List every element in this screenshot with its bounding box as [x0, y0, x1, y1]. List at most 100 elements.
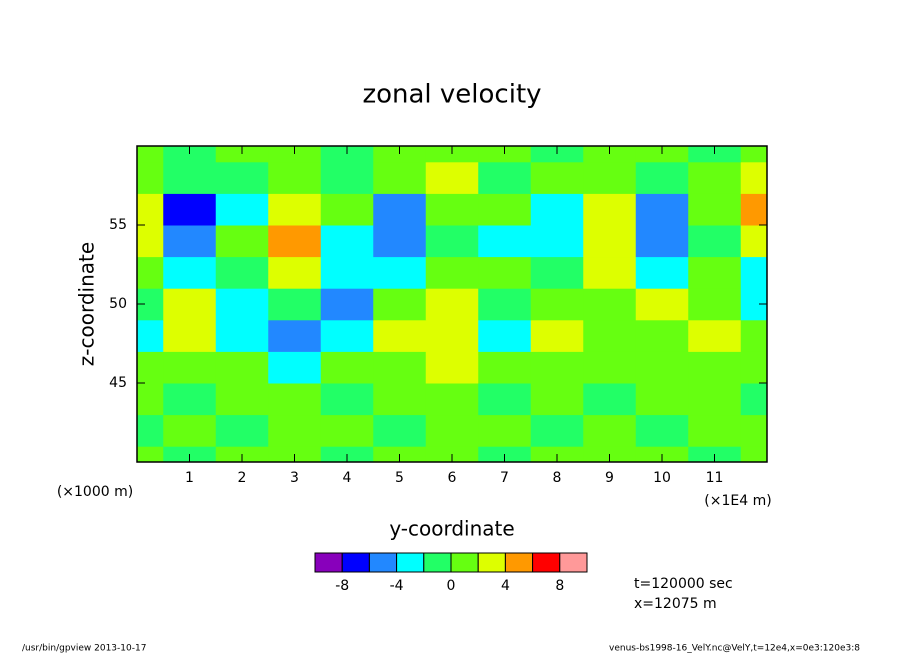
x-axis-label: y-coordinate: [389, 517, 514, 541]
x-tick-label: 2: [238, 470, 247, 486]
contour-cell: [425, 351, 479, 384]
contour-cell: [268, 161, 322, 194]
contour-cell: [268, 383, 322, 416]
contour-cell: [478, 225, 532, 258]
contour-cell: [215, 161, 269, 194]
contour-cell: [688, 383, 742, 416]
contour-cell: [740, 256, 767, 289]
contour-cell: [163, 193, 217, 226]
contour-cell: [268, 414, 322, 447]
colorbar-box: [532, 552, 561, 573]
contour-cell: [583, 414, 637, 447]
contour-cell: [137, 319, 164, 352]
contour-cell: [320, 383, 374, 416]
contour-cell: [583, 256, 637, 289]
contour-cell: [373, 225, 427, 258]
chart-title: zonal velocity: [362, 80, 541, 110]
contour-cell: [478, 256, 532, 289]
contour-cell: [530, 146, 584, 163]
contour-cell: [373, 414, 427, 447]
contour-cell: [373, 351, 427, 384]
contour-cell: [530, 225, 584, 258]
contour-cell: [163, 256, 217, 289]
y-axis-label: z-coordinate: [75, 242, 99, 366]
contour-cell: [215, 414, 269, 447]
x-tick-label: 7: [500, 470, 509, 486]
contour-cell: [268, 288, 322, 321]
contour-cell: [740, 446, 767, 462]
contour-cell: [268, 146, 322, 163]
contour-cell: [268, 225, 322, 258]
contour-cell: [268, 256, 322, 289]
contour-cell: [137, 193, 164, 226]
colorbar-box: [504, 552, 534, 573]
contour-cell: [478, 414, 532, 447]
contour-cell: [583, 193, 637, 226]
contour-cell: [688, 414, 742, 447]
contour-cell: [740, 414, 767, 447]
colorbar-box: [396, 552, 425, 573]
contour-cell: [740, 161, 767, 194]
contour-cell: [215, 146, 269, 163]
annotation: x=12075 m: [634, 596, 717, 612]
contour-cell: [583, 161, 637, 194]
contour-cell: [425, 146, 479, 163]
contour-cell: [320, 146, 374, 163]
contour-cell: [137, 383, 164, 416]
contour-cell: [583, 383, 637, 416]
contour-cell: [583, 146, 637, 163]
contour-cell: [215, 225, 269, 258]
contour-cell: [530, 161, 584, 194]
colorbar-box: [423, 552, 452, 573]
contour-cell: [530, 193, 584, 226]
contour-cell: [635, 225, 689, 258]
contour-cell: [373, 193, 427, 226]
contour-cell: [268, 351, 322, 384]
y-tick-label: 50: [109, 296, 127, 312]
contour-cell: [740, 351, 767, 384]
contour-cell: [425, 193, 479, 226]
contour-cell: [163, 319, 217, 352]
contour-cell: [320, 288, 374, 321]
contour-cell: [478, 193, 532, 226]
contour-cell: [740, 225, 767, 258]
annotation: t=120000 sec: [634, 576, 733, 592]
contour-cell: [635, 193, 689, 226]
contour-cell: [320, 256, 374, 289]
contour-cell: [530, 319, 584, 352]
contour-cell: [163, 288, 217, 321]
colorbar-label: 4: [501, 578, 510, 594]
contour-cell: [320, 225, 374, 258]
contour-cell: [137, 161, 164, 194]
colorbar-label: -4: [390, 578, 404, 594]
contour-cell: [688, 161, 742, 194]
x-unit: (×1E4 m): [704, 493, 771, 509]
contour-cell: [740, 146, 767, 163]
contour-cell: [478, 288, 532, 321]
contour-cell: [425, 225, 479, 258]
contour-cell: [137, 351, 164, 384]
contour-cell: [373, 256, 427, 289]
contour-cell: [478, 319, 532, 352]
contour-cell: [635, 161, 689, 194]
x-tick-label: 1: [185, 470, 194, 486]
x-tick-label: 4: [343, 470, 352, 486]
contour-cell: [583, 225, 637, 258]
contour-cell: [740, 193, 767, 226]
footer: venus-bs1998-16_VelY.nc@VelY,t=12e4,x=0e…: [609, 644, 860, 654]
footer: /usr/bin/gpview 2013-10-17: [22, 644, 146, 654]
contour-cell: [425, 319, 479, 352]
contour-cell: [425, 161, 479, 194]
contour-cell: [137, 225, 164, 258]
contour-cell: [215, 288, 269, 321]
colorbar-label: 8: [555, 578, 564, 594]
contour-cell: [163, 414, 217, 447]
contour-cell: [215, 256, 269, 289]
colorbar-box: [450, 552, 479, 573]
colorbar-box: [477, 552, 506, 573]
contour-cell: [688, 319, 742, 352]
colorbar-label: 0: [447, 578, 456, 594]
contour-cell: [268, 319, 322, 352]
contour-cell: [373, 161, 427, 194]
